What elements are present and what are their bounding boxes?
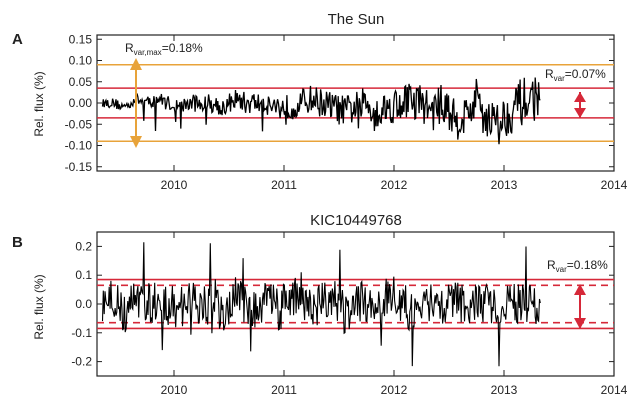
panel-a-letter: A xyxy=(12,31,23,48)
panel-a-ylabel: Rel. flux (%) xyxy=(32,71,46,136)
panel-b-x-axis: 2010 2011 2012 2013 2014 xyxy=(161,232,628,397)
x-tick-label: 2010 xyxy=(161,383,188,397)
panel-a-title: The Sun xyxy=(328,11,385,28)
y-tick-label: 0.2 xyxy=(75,239,92,253)
panel-a-y-axis: -0.15 -0.10 -0.05 0.00 0.05 0.10 0.15 xyxy=(65,32,614,174)
panel-a-reference-lines xyxy=(97,63,614,143)
y-tick-label: 0.05 xyxy=(69,75,93,89)
panel-b-title: KIC10449768 xyxy=(310,212,402,229)
x-tick-label: 2014 xyxy=(601,178,628,192)
x-tick-label: 2010 xyxy=(161,178,188,192)
x-tick-label: 2014 xyxy=(601,383,628,397)
y-tick-label: -0.10 xyxy=(65,139,93,153)
panel-a-plot-frame xyxy=(96,34,615,172)
y-tick-label: 0.00 xyxy=(69,96,93,110)
panel-b-y-axis: -0.2 -0.1 0.0 0.1 0.2 xyxy=(71,239,614,369)
panel-a-annotation-red: Rvar=0.07% xyxy=(545,67,606,83)
y-tick-label: 0.0 xyxy=(75,297,92,311)
y-tick-label: 0.1 xyxy=(75,268,92,282)
panel-a-annotation-orange: Rvar,max=0.18% xyxy=(125,41,203,57)
x-tick-label: 2012 xyxy=(381,178,408,192)
y-tick-label: -0.1 xyxy=(71,326,92,340)
panel-a-range-arrow-red xyxy=(574,92,586,118)
x-tick-label: 2011 xyxy=(271,383,297,397)
x-tick-label: 2013 xyxy=(491,178,518,192)
panel-b-ylabel: Rel. flux (%) xyxy=(32,274,46,339)
panel-a-x-axis: 2010 2011 2012 2013 2014 xyxy=(161,35,628,192)
y-tick-label: -0.05 xyxy=(65,117,93,131)
y-tick-label: -0.2 xyxy=(71,355,92,369)
y-tick-label: -0.15 xyxy=(65,160,93,174)
panel-b-annotation-red: Rvar=0.18% xyxy=(547,258,608,274)
panel-b-reference-lines xyxy=(97,278,614,330)
panel-b-letter: B xyxy=(12,234,23,251)
panel-b-range-arrow-red xyxy=(574,284,586,329)
panel-a-range-arrow-orange xyxy=(130,58,142,148)
x-tick-label: 2012 xyxy=(381,383,408,397)
panel-b-series-line xyxy=(101,242,541,367)
x-tick-label: 2013 xyxy=(491,383,518,397)
x-tick-label: 2011 xyxy=(271,178,297,192)
y-tick-label: 0.10 xyxy=(69,54,93,68)
y-tick-label: 0.15 xyxy=(69,32,93,46)
panel-a-series-line xyxy=(101,77,541,145)
